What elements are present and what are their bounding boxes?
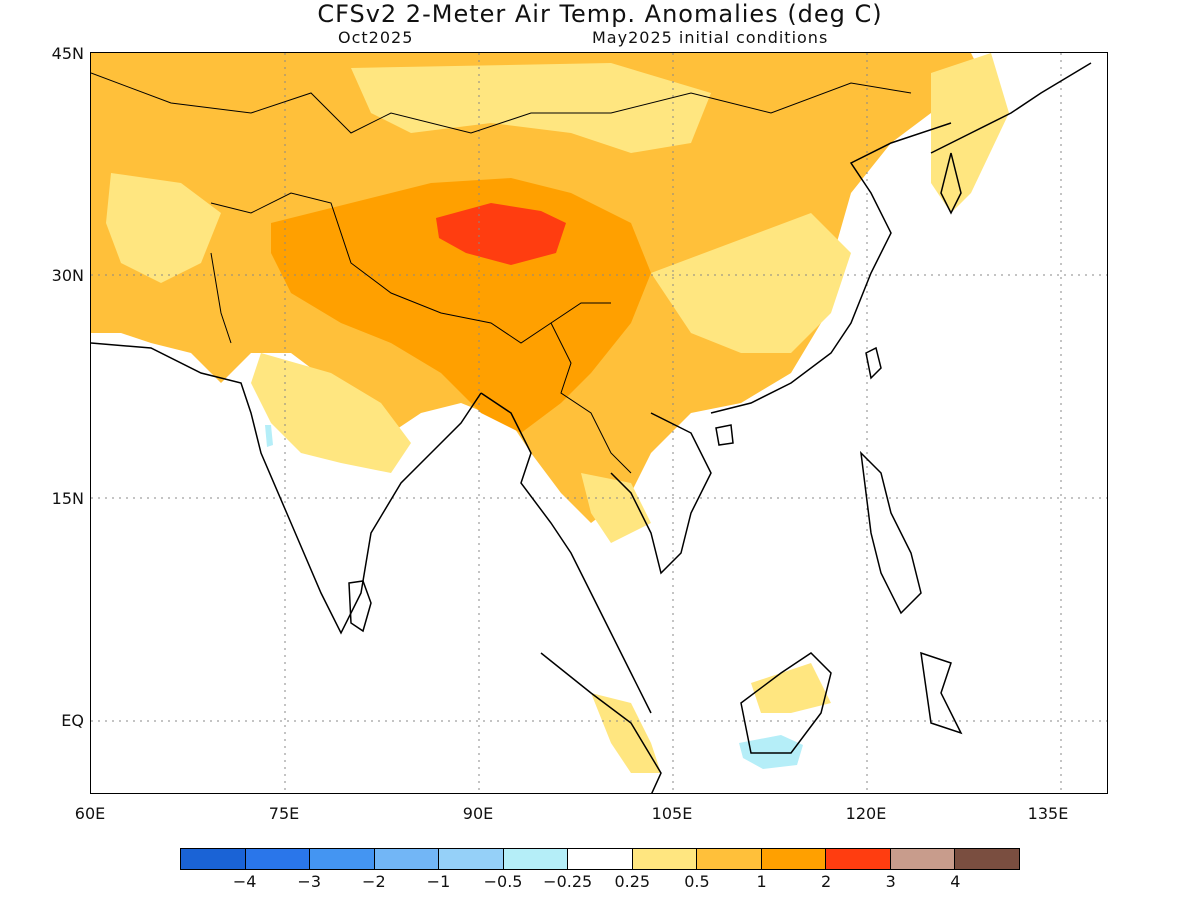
subtitle-initial-conditions: May2025 initial conditions [592,28,829,47]
coast-korea [940,152,962,215]
colorbar-swatch-12 [955,849,1019,869]
colorbar-label: 4 [950,872,961,891]
colorbar-label: 1 [756,872,767,891]
coast-india [91,342,482,635]
anomaly-0.25-0.5-borneo [751,663,831,713]
coast-srilanka [348,580,372,633]
lat-label-30n: 30N [51,266,84,285]
anomaly-0.25-0.5-northwest [106,173,221,283]
colorbar-label: −1 [426,872,451,891]
coast-bengal-indochina [480,392,652,714]
anomaly-0.25-0.5-indochina [581,473,651,543]
anomaly-0.25-0.5-india [251,353,411,473]
colorbar-swatch-8 [697,849,762,869]
colorbar-label: −0.5 [483,872,523,891]
coast-philippines [859,450,922,615]
colorbar-swatch-6 [568,849,633,869]
colorbar-label: 2 [821,872,832,891]
colorbar-swatch-0 [181,849,246,869]
coast-japan [930,62,1092,154]
coast-taiwan [865,346,882,380]
lon-label-105e: 105E [651,804,693,823]
anomaly-neg-0.25-0.5-india [265,425,273,447]
chart-title: CFSv2 2-Meter Air Temp. Anomalies (deg C… [317,0,883,28]
coast-borneo [740,652,832,754]
coast-china-east [710,122,952,414]
colorbar-label: −3 [297,872,322,891]
anomaly-map [91,53,1107,793]
anomaly-2-3-core [436,203,566,265]
coastlines [91,62,1092,793]
lon-label-120e: 120E [845,804,887,823]
coast-sulawesi [920,651,963,735]
lon-label-75e: 75E [268,804,300,823]
lat-label-45n: 45N [51,44,84,63]
colorbar-label: −4 [232,872,257,891]
coast-sumatra [540,652,662,793]
colorbar-swatch-1 [245,849,311,869]
country-borders [91,72,912,474]
colorbar-swatch-7 [632,849,698,869]
subtitle-month: Oct2025 [338,28,414,47]
colorbar-label: 3 [885,872,896,891]
colorbar-swatch-2 [310,849,375,869]
lon-label-90e: 90E [462,804,494,823]
anomaly-0.25-0.5-north [351,63,711,153]
colorbar-swatch-3 [374,849,440,869]
colorbar-label: 0.25 [614,872,651,891]
coast-indochina-east [610,412,712,575]
anomaly-0.25-0.5-sumatra [591,693,661,773]
colorbar-label: −0.25 [543,872,593,891]
colorbar-label: 0.5 [684,872,710,891]
colorbar-swatch-10 [826,849,891,869]
colorbar-swatch-5 [503,849,569,869]
anomaly-0.25-0.5-china [651,213,851,353]
lat-label-eq: EQ [61,711,84,730]
colorbar-swatch-9 [761,849,827,869]
lon-label-60e: 60E [74,804,106,823]
anomaly-neg-0.25-0.5-borneo [739,735,803,769]
colorbar-swatch-4 [439,849,504,869]
map-frame [90,52,1108,794]
colorbar-label: −2 [362,872,386,891]
coast-hainan [715,424,734,446]
lon-label-135e: 135E [1027,804,1069,823]
lat-label-15n: 15N [51,489,84,508]
colorbar [180,848,1020,870]
colorbar-swatch-11 [890,849,956,869]
